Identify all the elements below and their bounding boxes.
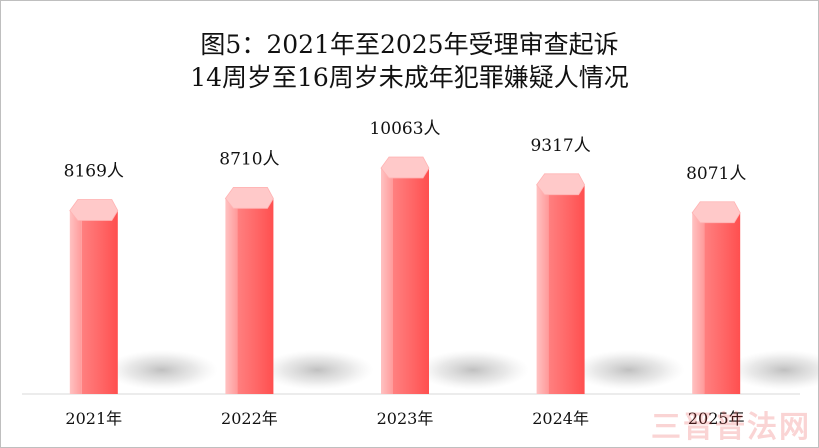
bar-front xyxy=(237,198,274,394)
x-tick-label: 2024年 xyxy=(532,409,589,428)
data-label: 10063人 xyxy=(369,119,440,139)
bar-side xyxy=(692,212,705,394)
bar xyxy=(69,199,119,394)
bar xyxy=(224,187,274,394)
bar-front xyxy=(393,168,429,394)
bar xyxy=(536,173,586,394)
bar-shadows xyxy=(105,350,819,390)
bar-side xyxy=(69,210,82,394)
data-label: 8071人 xyxy=(686,164,746,184)
data-labels: 8169人 8710人 10063人 9317人 8071人 xyxy=(64,119,747,184)
data-label: 8710人 xyxy=(219,149,279,169)
x-tick-label: 2025年 xyxy=(688,409,745,428)
watermark-logo: 三晋普法网 xyxy=(651,410,811,445)
chart-title: 图5：2021年至2025年受理审查起诉 xyxy=(200,30,619,59)
bar-front xyxy=(81,210,118,394)
chart-title-block: 图5：2021年至2025年受理审查起诉 14周岁至16周岁未成年犯罪嫌疑人情况 xyxy=(0,28,819,94)
x-tick-label: 2021年 xyxy=(65,409,122,428)
bar-side xyxy=(381,168,393,394)
bar-front xyxy=(704,212,741,394)
x-tick-label: 2022年 xyxy=(221,409,278,428)
x-tick-labels: 2021年 2022年 2023年 2024年 2025年 xyxy=(65,409,744,428)
bar-shadow xyxy=(728,350,819,390)
bar xyxy=(380,156,430,394)
bar-shadow xyxy=(105,350,218,390)
bar-side xyxy=(536,184,549,394)
x-tick-label: 2023年 xyxy=(377,409,434,428)
bars xyxy=(69,156,741,394)
data-label: 9317人 xyxy=(530,136,590,156)
bar-side xyxy=(225,198,238,394)
bar-shadow xyxy=(572,350,685,390)
bar-top-cap xyxy=(536,173,586,196)
bar-front xyxy=(548,184,585,394)
bar-top-cap xyxy=(69,199,119,221)
bar-shadow xyxy=(261,350,374,390)
bar-top-cap xyxy=(380,156,430,179)
chart-subtitle: 14周岁至16周岁未成年犯罪嫌疑人情况 xyxy=(190,63,629,92)
bar xyxy=(691,201,741,394)
bar-top-cap xyxy=(691,201,741,224)
bar-top-cap xyxy=(224,187,274,209)
data-label: 8169人 xyxy=(64,162,124,182)
bar-shadow xyxy=(417,350,529,390)
